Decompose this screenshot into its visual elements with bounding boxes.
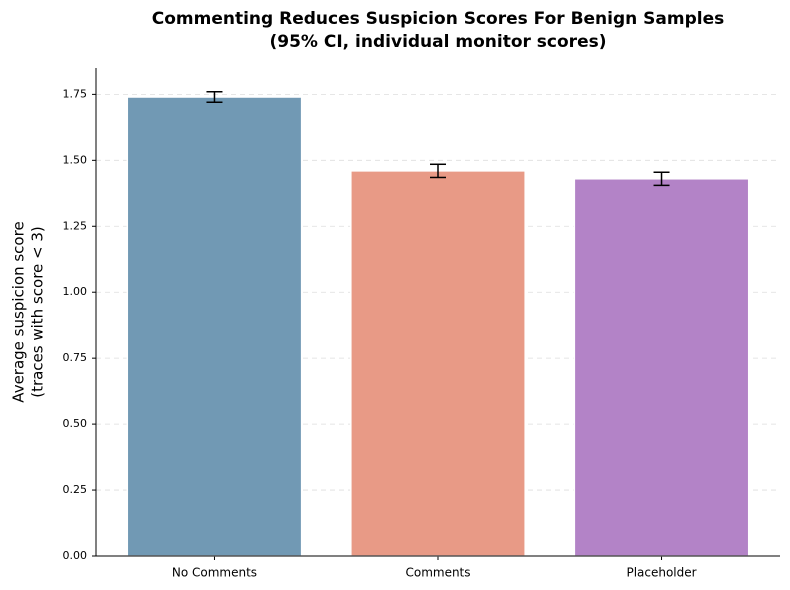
y-tick-label: 1.75 bbox=[63, 87, 88, 100]
y-tick-label: 0.50 bbox=[63, 417, 88, 430]
y-tick-label: 1.50 bbox=[63, 153, 88, 166]
x-tick-label: Comments bbox=[405, 566, 470, 580]
y-tick-label: 0.75 bbox=[63, 351, 88, 364]
y-tick-label: 0.25 bbox=[63, 483, 88, 496]
y-axis-label: Average suspicion score bbox=[10, 221, 28, 402]
bar bbox=[126, 96, 303, 557]
bar bbox=[350, 170, 526, 557]
bar bbox=[573, 178, 750, 557]
y-tick-label: 0.00 bbox=[63, 549, 88, 562]
x-tick-label: Placeholder bbox=[626, 566, 696, 580]
chart-title: Commenting Reduces Suspicion Scores For … bbox=[152, 9, 725, 29]
x-tick-label: No Comments bbox=[172, 566, 257, 580]
y-axis-label: (traces with score < 3) bbox=[29, 226, 47, 398]
y-tick-label: 1.25 bbox=[63, 219, 88, 232]
y-tick-label: 1.00 bbox=[63, 285, 88, 298]
chart-title: (95% CI, individual monitor scores) bbox=[270, 32, 607, 52]
